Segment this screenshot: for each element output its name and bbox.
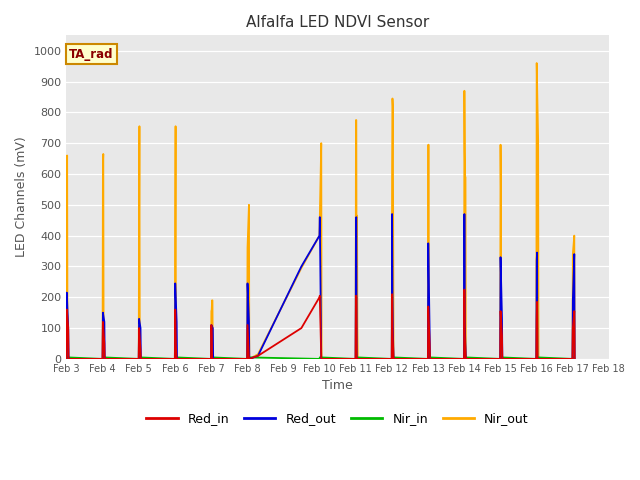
Y-axis label: LED Channels (mV): LED Channels (mV) (15, 137, 28, 257)
X-axis label: Time: Time (322, 379, 353, 392)
Title: Alfalfa LED NDVI Sensor: Alfalfa LED NDVI Sensor (246, 15, 429, 30)
Text: TA_rad: TA_rad (69, 48, 114, 60)
Legend: Red_in, Red_out, Nir_in, Nir_out: Red_in, Red_out, Nir_in, Nir_out (141, 407, 534, 430)
